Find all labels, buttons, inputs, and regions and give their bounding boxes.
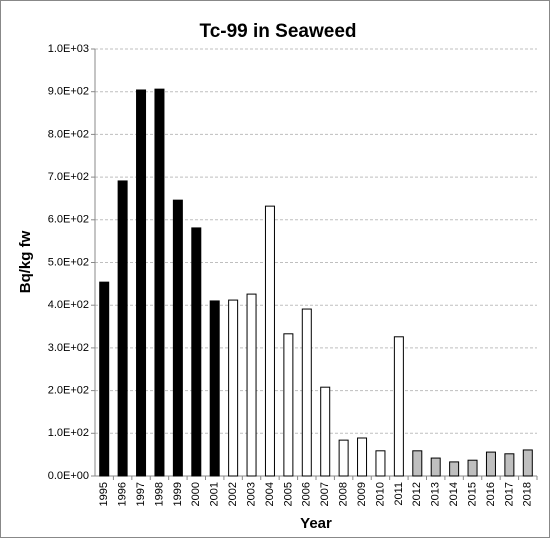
y-tick-label: 1.0E+03 bbox=[48, 43, 89, 55]
x-tick-label: 2007 bbox=[319, 482, 331, 506]
bar bbox=[504, 453, 515, 477]
x-tick-label: 1999 bbox=[172, 482, 184, 506]
bar bbox=[264, 205, 275, 477]
bar bbox=[412, 450, 423, 477]
bar bbox=[191, 227, 202, 477]
x-tick-label: 2003 bbox=[245, 482, 257, 506]
x-tick-label: 2004 bbox=[264, 482, 276, 506]
x-axis-label: Year bbox=[300, 515, 332, 532]
x-tick-label: 1995 bbox=[98, 482, 110, 506]
bar bbox=[430, 457, 441, 477]
x-tick-label: 2013 bbox=[430, 482, 442, 506]
bar bbox=[172, 199, 183, 477]
x-tick-label: 2009 bbox=[356, 482, 368, 506]
y-tick-label: 6.0E+02 bbox=[48, 214, 89, 226]
bar bbox=[283, 333, 294, 477]
x-tick-label: 2014 bbox=[448, 482, 460, 506]
y-tick-label: 7.0E+02 bbox=[48, 171, 89, 183]
x-tick-label: 2002 bbox=[227, 482, 239, 506]
x-tick-label: 2015 bbox=[466, 482, 478, 506]
x-tick-label: 2000 bbox=[190, 482, 202, 506]
bar bbox=[228, 299, 239, 477]
x-tick-label: 2006 bbox=[301, 482, 313, 506]
y-axis-label: Bq/kg fw bbox=[17, 230, 34, 293]
x-tick-label: 2012 bbox=[411, 482, 423, 506]
x-tick-label: 2005 bbox=[282, 482, 294, 506]
bar bbox=[301, 308, 312, 477]
x-tick-label: 1998 bbox=[153, 482, 165, 506]
y-tick-label: 0.0E+00 bbox=[48, 470, 89, 482]
y-tick-label: 4.0E+02 bbox=[48, 299, 89, 311]
bar bbox=[449, 461, 460, 477]
x-tick-label: 2010 bbox=[374, 482, 386, 506]
bar bbox=[357, 437, 368, 477]
x-tick-label: 2011 bbox=[393, 482, 405, 506]
bar bbox=[154, 88, 165, 477]
y-tick-label: 1.0E+02 bbox=[48, 427, 89, 439]
x-tick-label: 2001 bbox=[209, 482, 221, 506]
x-tick-label: 1997 bbox=[135, 482, 147, 506]
y-tick-label: 2.0E+02 bbox=[48, 385, 89, 397]
bar bbox=[117, 180, 128, 477]
x-tick-label: 1996 bbox=[117, 482, 129, 506]
bar bbox=[485, 451, 496, 477]
y-tick-label: 5.0E+02 bbox=[48, 256, 89, 268]
y-tick-label: 8.0E+02 bbox=[48, 128, 89, 140]
bar bbox=[375, 450, 386, 477]
bar bbox=[209, 300, 220, 477]
bar bbox=[393, 336, 404, 477]
chart-title: Tc-99 in Seaweed bbox=[200, 21, 357, 42]
x-tick-label: 2008 bbox=[338, 482, 350, 506]
bar bbox=[467, 459, 478, 477]
bar bbox=[99, 281, 110, 477]
bar bbox=[136, 89, 147, 477]
bar bbox=[320, 386, 331, 477]
bar bbox=[338, 439, 349, 477]
x-tick-label: 2018 bbox=[522, 482, 534, 506]
x-tick-label: 2016 bbox=[485, 482, 497, 506]
y-tick-label: 3.0E+02 bbox=[48, 342, 89, 354]
y-tick-label: 9.0E+02 bbox=[48, 86, 89, 98]
bar bbox=[246, 293, 257, 477]
x-tick-label: 2017 bbox=[503, 482, 515, 506]
bar bbox=[522, 449, 533, 477]
